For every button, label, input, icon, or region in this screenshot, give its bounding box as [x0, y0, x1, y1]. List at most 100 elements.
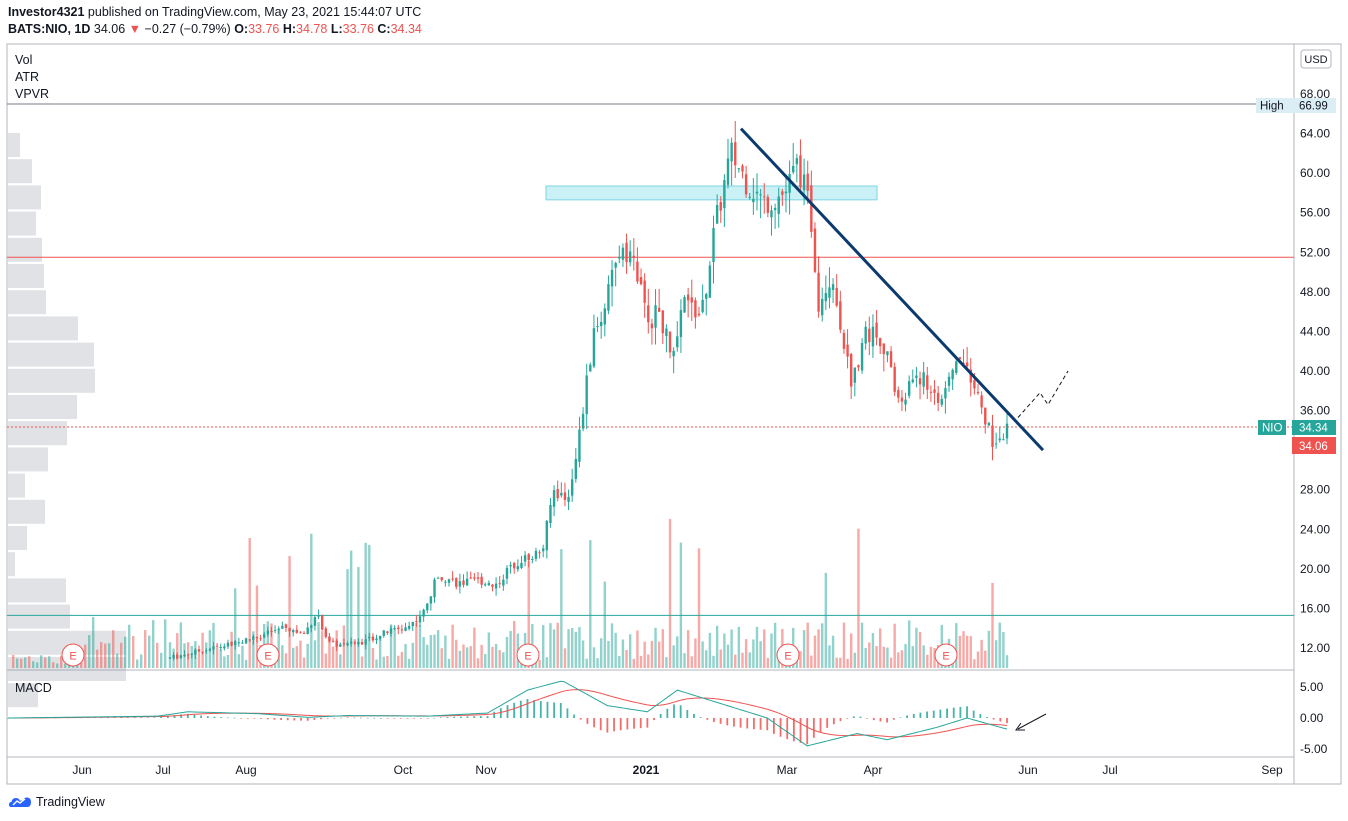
vpvr-bar — [8, 578, 66, 603]
price-axis[interactable]: 68.00 64.00 60.00 56.00 52.00 48.00 44.00 40.00… — [1300, 87, 1330, 655]
earnings-marker-label: E — [784, 651, 791, 663]
candle-body — [179, 655, 183, 659]
volume-bar — [342, 625, 346, 668]
macd-histogram-bar — [153, 717, 156, 719]
candle-body — [219, 647, 222, 649]
macd-label[interactable]: MACD — [15, 681, 52, 695]
candle-body — [596, 325, 599, 328]
candle-body — [386, 631, 389, 634]
macd-histogram-bar — [466, 716, 469, 718]
footer-brand[interactable]: TradingView — [8, 795, 105, 809]
candle-body — [578, 429, 581, 462]
currency-label: USD — [1304, 54, 1327, 66]
candle-body — [752, 198, 755, 203]
candle-body — [955, 361, 958, 373]
volume-bar — [168, 642, 172, 668]
volume-profile — [8, 133, 126, 708]
candle-body — [270, 630, 273, 633]
volume-bar — [748, 652, 751, 668]
ohlc-legend: BATS:NIO, 1D 34.06 ▼ −0.27 (−0.79%) O:33… — [8, 22, 422, 36]
volume-bar — [494, 643, 498, 668]
trendline[interactable] — [739, 127, 1045, 452]
volume-bar — [589, 540, 592, 668]
volume-bar — [201, 632, 204, 668]
candle-body — [494, 583, 498, 589]
indicator-atr[interactable]: ATR — [15, 70, 40, 84]
volume-bar — [828, 645, 831, 668]
arrow-annotation[interactable] — [1015, 713, 1047, 731]
macd-histogram-bar — [326, 718, 329, 719]
projection-path[interactable] — [1017, 370, 1069, 418]
macd-histogram-bar — [533, 700, 536, 718]
macd-histogram-bar — [593, 718, 595, 728]
time-tick-label: 2021 — [633, 763, 660, 777]
candle-body — [339, 644, 342, 647]
candle-body — [208, 649, 212, 651]
macd-histogram-bar — [726, 718, 729, 726]
macd-histogram-bar — [120, 717, 123, 719]
vpvr-bar — [8, 526, 27, 550]
volume-bar — [32, 661, 35, 668]
macd-histogram-bar — [573, 714, 575, 718]
candle-body — [201, 651, 204, 653]
macd-histogram-bar — [400, 718, 402, 719]
volume-bar — [28, 656, 31, 668]
candle-body — [538, 552, 541, 554]
volume-bar — [433, 634, 436, 668]
macd-histogram-bar — [473, 716, 476, 718]
open-label: O: — [234, 22, 249, 36]
candle-body — [886, 351, 889, 356]
candle-body — [777, 196, 780, 214]
vpvr-bar — [8, 499, 45, 524]
candle-body — [839, 301, 842, 330]
volume-bar — [574, 631, 578, 668]
volume-bar — [882, 646, 886, 668]
candle-body — [360, 642, 364, 645]
candle-body — [1005, 423, 1009, 439]
candle-body — [686, 294, 690, 301]
vpvr-bar — [8, 342, 94, 367]
macd-pane — [7, 680, 1008, 747]
publisher-name[interactable]: Investor4321 — [8, 5, 85, 19]
currency-badge[interactable]: USD — [1300, 49, 1332, 69]
candle-body — [212, 646, 215, 650]
macd-histogram-bar — [140, 717, 143, 719]
candle-body — [378, 635, 382, 640]
earnings-marker-label: E — [264, 651, 271, 663]
macd-histogram-bar — [599, 718, 602, 731]
macd-histogram-bar — [846, 718, 849, 719]
volume-bar — [958, 635, 962, 668]
indicator-vol[interactable]: Vol — [15, 53, 33, 67]
volume-bar — [991, 582, 994, 668]
candle-body — [726, 158, 730, 185]
volume-bar — [320, 631, 324, 668]
time-axis[interactable]: Jun Jul Aug Oct Nov 2021 Mar Apr Jun Jul Sep — [72, 763, 1283, 777]
candle-body — [368, 636, 371, 638]
macd-histogram-bar — [979, 714, 982, 718]
volume-bar — [802, 630, 806, 668]
volume-bar — [469, 646, 472, 668]
macd-histogram-bar — [240, 718, 242, 719]
indicator-vpvr[interactable]: VPVR — [15, 87, 50, 101]
supply-zone[interactable] — [545, 185, 878, 201]
volume-bar — [404, 644, 407, 668]
macd-histogram-bar — [446, 717, 449, 718]
vpvr-bar — [8, 683, 38, 708]
candle-body — [744, 174, 748, 195]
volume-bar — [299, 640, 302, 668]
volume-bar — [795, 659, 799, 668]
price-tick-label: 64.00 — [1300, 127, 1330, 141]
macd-histogram-bar — [386, 718, 389, 719]
volume-bar — [813, 635, 817, 668]
vpvr-bar — [8, 316, 78, 341]
candle-body — [976, 392, 980, 394]
earnings-marker-label: E — [69, 651, 76, 663]
macd-line — [7, 680, 1008, 747]
candle-body — [694, 300, 697, 318]
macd-histogram-bar — [453, 716, 456, 718]
macd-histogram-bar — [519, 700, 522, 718]
candle-body — [926, 375, 929, 390]
earnings-marker-aug — [256, 643, 280, 667]
price-tick-label: 24.00 — [1300, 522, 1330, 536]
